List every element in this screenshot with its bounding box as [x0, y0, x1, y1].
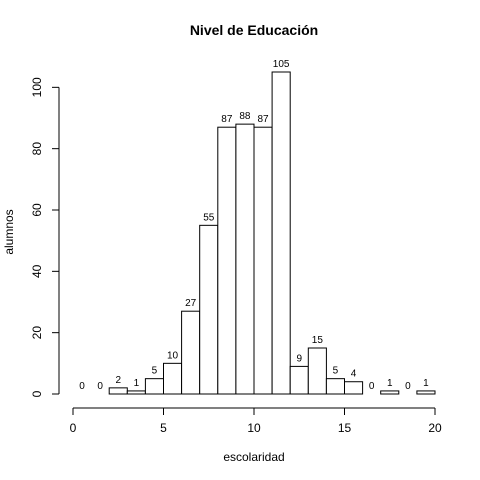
bar-value-label: 1 [134, 378, 140, 389]
bar-value-label: 10 [167, 350, 179, 361]
bar-value-label: 27 [185, 298, 197, 309]
histogram-bar [144, 378, 164, 395]
bar-value-label: 55 [203, 212, 215, 223]
bar-value-label: 0 [79, 381, 85, 392]
bar-value-label: 4 [351, 369, 357, 380]
y-tick-label: 20 [30, 326, 44, 340]
x-tick-label: 0 [70, 421, 77, 435]
histogram-bar [253, 126, 273, 395]
bar-value-label: 0 [369, 381, 375, 392]
bars-group [108, 71, 436, 395]
bar-value-label: 5 [333, 366, 339, 377]
histogram-bar [307, 347, 327, 395]
y-tick-label: 0 [30, 390, 44, 397]
histogram-bar [126, 390, 146, 395]
y-tick-label: 80 [30, 142, 44, 156]
chart-title: Nivel de Educación [190, 22, 318, 38]
x-axis: 0 5 10 15 20 [70, 407, 442, 435]
bar-value-label: 0 [97, 381, 103, 392]
y-axis: 0 20 40 60 80 100 [30, 77, 60, 397]
bar-value-label: 87 [221, 114, 233, 125]
x-tick-label: 10 [247, 421, 261, 435]
histogram-bar [108, 387, 128, 395]
histogram-bar [344, 381, 364, 395]
bar-value-label: 88 [239, 111, 251, 122]
histogram-bar [325, 378, 345, 395]
bar-value-label: 1 [387, 378, 393, 389]
histogram-bar [235, 123, 255, 395]
y-tick-label: 60 [30, 203, 44, 217]
x-tick-label: 20 [428, 421, 442, 435]
bar-value-label: 87 [257, 114, 269, 125]
histogram-bar [181, 310, 201, 395]
histogram-bar [199, 224, 219, 395]
histogram-bar [217, 126, 237, 395]
y-tick-label: 40 [30, 264, 44, 278]
bar-value-label: 1 [423, 378, 429, 389]
y-tick-label: 100 [30, 77, 44, 97]
x-tick-label: 5 [160, 421, 167, 435]
histogram-bar [380, 390, 400, 395]
y-axis-label: alumnos [2, 209, 16, 254]
bar-value-label: 15 [312, 335, 324, 346]
bar-value-label: 105 [273, 59, 290, 70]
x-tick-label: 15 [338, 421, 352, 435]
bar-value-label: 0 [405, 381, 411, 392]
x-axis-label: escolaridad [223, 450, 284, 464]
histogram-bar [271, 71, 291, 395]
histogram-bar [416, 390, 436, 395]
bar-value-label: 5 [152, 366, 158, 377]
bar-value-label: 2 [115, 375, 121, 386]
bar-value-label: 9 [296, 353, 302, 364]
histogram-bar [289, 365, 309, 395]
histogram-bar [163, 362, 183, 395]
